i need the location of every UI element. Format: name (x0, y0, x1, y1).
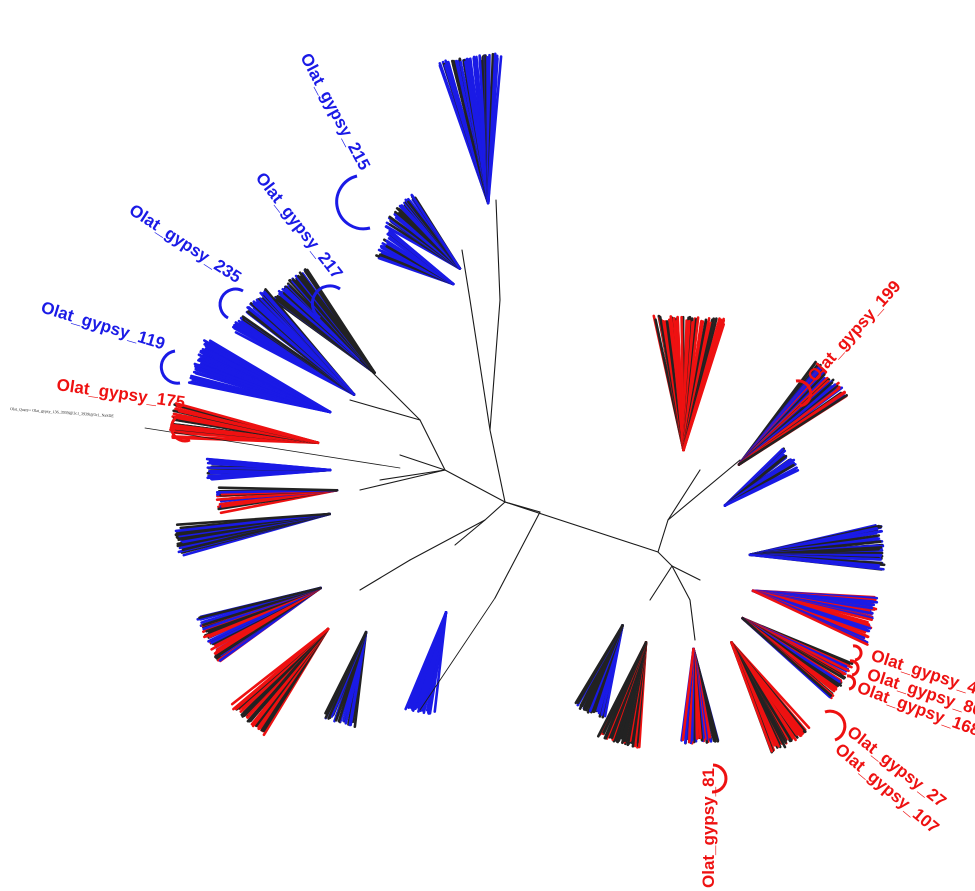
outlier-leaf-label: Olat_Query= Olat_gypsy_136_3939i@3c1_393… (10, 406, 115, 418)
tree-branch (484, 501, 506, 521)
leaf-branch (681, 647, 695, 742)
clade-bracket (218, 287, 244, 320)
leaf-branch (486, 57, 499, 205)
leaf-branch (737, 393, 848, 466)
tree-branch (489, 299, 501, 431)
leaf-branch (324, 630, 368, 715)
tree-branch (667, 459, 741, 521)
leaf-branch (723, 467, 797, 507)
tree-branch (469, 299, 491, 431)
clade-label-gypsy-119: Olat_gypsy_119 (39, 298, 167, 354)
tree-branch (409, 519, 486, 561)
tree-branch (657, 551, 673, 567)
leaf-branch (174, 402, 320, 445)
clade-bracket (849, 659, 860, 677)
tree-branch (444, 469, 506, 503)
leaf-branch (748, 553, 885, 571)
clade-bracket (170, 413, 191, 443)
leaf-branch (306, 268, 376, 375)
clade-label-gypsy-199: Olat_gypsy_199 (804, 277, 905, 386)
tree-branch (144, 427, 401, 469)
tree-branch (349, 399, 421, 421)
clade-bracket (711, 763, 728, 794)
clade-label-gypsy-235: Olat_gypsy_235 (126, 200, 245, 286)
tree-branches (144, 199, 741, 711)
tree-branch (657, 519, 669, 553)
leaf-branch (230, 627, 330, 706)
clade-bracket (335, 174, 371, 231)
leaf-branch (751, 589, 869, 646)
leaf-branch (208, 339, 332, 414)
tree-branch (504, 501, 541, 513)
tree-branch (454, 519, 486, 546)
clade-label-gypsy-217: Olat_gypsy_217 (252, 169, 347, 283)
clade-bracket (852, 644, 863, 662)
leaf-branch (682, 319, 726, 452)
tree-branch (419, 419, 446, 471)
leaf-branch (576, 624, 624, 705)
tree-branch (379, 469, 446, 481)
leaf-branch (263, 290, 356, 396)
clade-bracket (846, 674, 856, 691)
tree-branch (494, 511, 541, 599)
tree-branch (419, 597, 496, 711)
leaf-branch (410, 193, 462, 270)
clade-bracket (795, 379, 813, 408)
clade-bracket (824, 709, 847, 742)
leaf-branch (596, 641, 648, 738)
tree-branch (671, 565, 691, 601)
clade-bracket (310, 284, 341, 320)
clade-brackets (159, 174, 863, 794)
leaf-branch (388, 229, 455, 286)
tree-branch (689, 599, 696, 641)
leaf-branch (404, 611, 448, 711)
tree-branch (667, 469, 701, 521)
leaf-branch (205, 457, 332, 472)
clade-bracket (159, 349, 181, 385)
leaf-fans (169, 52, 886, 754)
tree-branch (359, 359, 421, 421)
leaf-branch (175, 512, 331, 527)
leaf-branch (198, 586, 322, 620)
tree-branch (359, 469, 446, 491)
clade-label-gypsy-81: Olat_gypsy_81 (699, 768, 718, 888)
tree-branch (399, 454, 446, 471)
tree-branch (461, 249, 471, 301)
tree-branch (504, 501, 659, 553)
tree-branch (649, 565, 673, 601)
tree-branch (671, 565, 701, 581)
clade-label-gypsy-215: Olat_gypsy_215 (296, 50, 374, 173)
leaf-branch (217, 486, 339, 492)
tree-branch (489, 429, 506, 503)
leaf-branch (730, 641, 774, 753)
tree-branch (359, 559, 411, 591)
leaf-branch (741, 616, 833, 697)
tree-branch (495, 199, 501, 301)
